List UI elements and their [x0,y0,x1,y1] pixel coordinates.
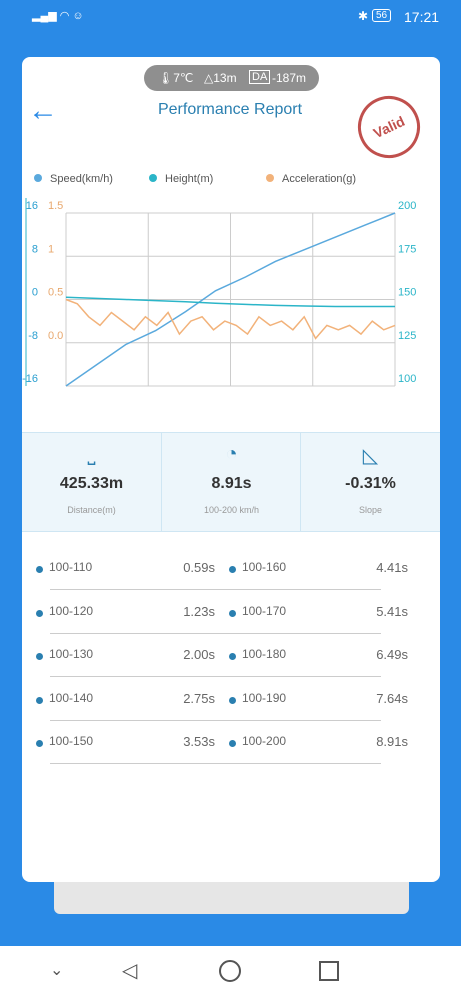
stat-icon: ◔ [225,443,238,465]
bluetooth-icon: ✱ [358,9,369,23]
clock: 17:21 [404,9,440,25]
y3-tick-label: 1.5 [48,200,63,212]
split-dot [36,609,43,617]
legend-marker [34,174,42,182]
signal-icons: ▂▄▆ ◠ ☺ [32,10,84,22]
stat-label: Slope [358,505,383,515]
y2-tick-label: 100 [398,373,416,385]
split-time: 2.00s [183,647,215,662]
split-time: 1.23s [183,603,215,619]
split-range: 100-140 [49,690,94,705]
splits-table: 100-110 0.59s 100-160 4.41s 100-120 1.23s 100-… [0,545,461,785]
split-time: 6.49s [376,647,408,662]
y-tick-label: 8 [32,243,38,255]
row-divider [50,763,381,764]
y-tick-label: -8 [28,330,38,342]
split-range: 100-180 [242,647,287,661]
split-time: 7.64s [376,690,408,706]
split-row: 100-140 2.75s 100-190 7.64s [0,676,461,721]
conditions-chip: 🌡7℃ △13m DA -187m [144,65,319,91]
split-dot [229,696,236,704]
y2-tick-label: 150 [398,287,416,299]
stat-value: -0.31% [345,475,396,492]
temp-icon: 🌡 [158,71,174,85]
altitude: △13m [204,71,237,85]
split-range: 100-160 [242,560,287,574]
stat-box: ◔ 8.91s 100-200 km/h [161,433,301,531]
stat-box: ⎵ 425.33m Distance(m) [22,433,161,531]
row-divider [50,632,381,634]
split-dot [36,740,43,747]
chart: Speed(km/h) Height(m) Acceleration(g) 16 8 0 -… [22,173,416,387]
stats-panel: ⎵ 425.33m Distance(m) ◔ 8.91s 100-200 km/h ◺ -0… [22,432,440,532]
nav-down[interactable]: ⌄ [50,962,64,979]
split-range: 100-150 [49,734,94,748]
split-row: 100-150 3.53s 100-200 8.91s [0,719,461,764]
split-row: 100-130 2.00s 100-180 6.49s [0,632,461,677]
stat-icon: ⎵ [87,443,96,465]
y-tick-label: -16 [22,373,38,385]
y-tick-label: 0 [32,287,38,299]
nav-home[interactable] [219,960,241,982]
temperature-value: 7℃ [173,71,194,85]
series-line [65,212,396,387]
y-tick-label: 16 [26,200,38,212]
split-range: 100-190 [242,690,287,705]
nav-bar: ⌄ ◁ [0,946,461,998]
y3-tick-label: 0.5 [48,287,63,299]
split-range: 100-170 [242,603,287,618]
split-row: 100-120 1.23s 100-170 5.41s [0,589,461,634]
split-dot [36,653,43,660]
row-divider [50,676,381,677]
y3-tick-label: 1 [48,243,54,255]
y2-tick-label: 200 [398,200,416,212]
status-bar: ▂▄▆ ◠ ☺ ✱ 56 17:21 [0,0,461,34]
y2-tick-label: 175 [398,243,416,255]
stat-icon: ◺ [362,445,379,467]
split-time: 2.75s [183,690,215,706]
y2-tick-label: 125 [398,330,416,342]
legend-marker [149,174,157,182]
back-button[interactable]: ← [28,94,58,127]
nav-recent[interactable] [319,961,339,981]
split-dot [229,609,236,617]
stat-label: 100-200 km/h [203,505,260,515]
series-line [65,296,395,308]
split-dot [36,696,43,704]
stat-label: Distance(m) [67,505,116,515]
row-divider [50,719,381,721]
legend-label: Acceleration(g) [282,173,356,185]
split-range: 100-200 [242,734,287,748]
nav-back[interactable]: ◁ [122,960,138,982]
split-dot [36,566,43,573]
density-altitude: -187m [272,71,307,85]
split-dot [229,566,236,573]
legend-label: Speed(km/h) [50,173,113,185]
split-time: 3.53s [183,734,215,749]
battery: 56 [372,9,392,22]
legend-label: Height(m) [165,173,213,185]
altitude-value: 13m [213,71,237,85]
y3-tick-label: 0.0 [48,330,63,342]
stat-value: 425.33m [59,475,124,492]
split-range: 100-110 [49,560,93,574]
stat-box: ◺ -0.31% Slope [300,433,440,531]
row-divider [50,589,381,590]
split-time: 8.91s [376,734,408,749]
page-title: Performance Report [157,101,303,118]
split-row: 100-110 0.59s 100-160 4.41s [0,545,461,590]
split-time: 4.41s [376,560,408,575]
series-line [65,298,396,340]
split-time: 0.59s [183,560,215,575]
split-dot [229,740,236,747]
split-time: 5.41s [376,603,408,619]
temperature: 🌡7℃ [158,71,193,85]
split-range: 100-130 [49,647,94,661]
split-dot [229,653,236,660]
da-badge: DA [249,70,271,84]
split-range: 100-120 [49,603,94,618]
legend-marker [266,174,274,182]
stat-value: 8.91s [211,475,252,492]
